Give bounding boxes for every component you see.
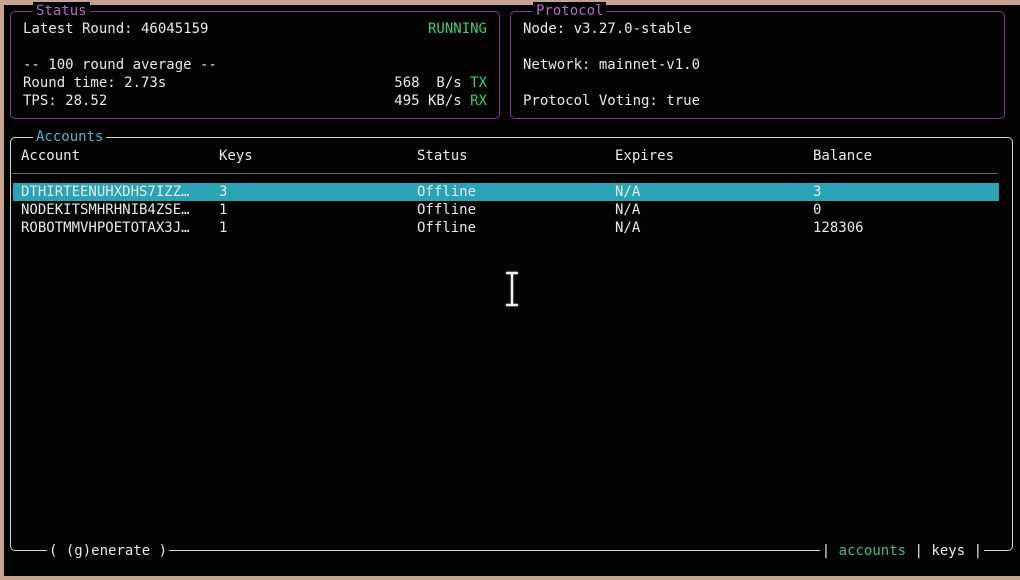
status-panel: Status Latest Round: 46045159 RUNNING --…	[10, 2, 500, 119]
table-row[interactable]: NODEKITSMHRHNIB4ZSE… 1 Offline N/A 0	[13, 201, 999, 219]
cell-account: ROBOTMMVHPOETOTAX3J…	[21, 220, 190, 236]
cell-expires: N/A	[615, 202, 641, 218]
cell-status: Offline	[417, 202, 477, 218]
round-time-value: Round time: 2.73s	[23, 75, 167, 91]
cell-balance: 0	[813, 202, 822, 218]
tab-accounts[interactable]: accounts	[838, 543, 907, 559]
view-tabs: | accounts | keys |	[819, 542, 984, 560]
column-header-balance: Balance	[813, 148, 873, 164]
tab-separator: |	[914, 543, 923, 559]
column-header-keys: Keys	[219, 148, 253, 164]
blank-line	[523, 74, 992, 92]
ibeam-cursor-icon	[504, 270, 520, 308]
round-average-header: -- 100 round average --	[23, 57, 217, 73]
running-status-badge: RUNNING	[427, 21, 487, 37]
accounts-table-header: Account Keys Status Expires Balance	[11, 147, 1012, 165]
cell-account: DTHIRTEENUHXDHS7IZZ…	[21, 184, 190, 200]
cell-status: Offline	[417, 184, 477, 200]
tps-value: TPS: 28.52	[23, 93, 108, 109]
table-row[interactable]: DTHIRTEENUHXDHS7IZZ… 3 Offline N/A 3	[13, 183, 999, 201]
tab-separator: |	[821, 543, 831, 559]
cell-status: Offline	[417, 220, 477, 236]
cell-keys: 3	[219, 184, 228, 200]
rx-rate-value: 495 KB/s	[394, 93, 471, 109]
protocol-panel: Protocol Node: v3.27.0-stable Network: m…	[510, 2, 1005, 119]
column-header-expires: Expires	[615, 148, 675, 164]
rx-rate: 495 KB/s RX	[394, 92, 487, 110]
terminal-background: Status Latest Round: 46045159 RUNNING --…	[4, 2, 1020, 576]
blank-line	[523, 38, 992, 56]
accounts-panel: Accounts Account Keys Status Expires Bal…	[10, 128, 1013, 560]
cell-account: NODEKITSMHRHNIB4ZSE…	[21, 202, 190, 218]
rx-rate-label: RX	[470, 93, 487, 109]
tx-rate-value: 568 B/s	[394, 75, 471, 91]
header-separator	[12, 173, 998, 174]
column-header-account: Account	[21, 148, 81, 164]
cell-keys: 1	[219, 202, 228, 218]
tx-rate-label: TX	[470, 75, 487, 91]
status-panel-title: Status	[33, 2, 90, 20]
tx-rate: 568 B/s TX	[394, 74, 487, 92]
latest-round-value: Latest Round: 46045159	[23, 21, 209, 37]
column-header-status: Status	[417, 148, 468, 164]
protocol-voting: Protocol Voting: true	[523, 93, 701, 109]
accounts-panel-title: Accounts	[33, 128, 107, 146]
cell-balance: 128306	[813, 220, 864, 236]
blank-line	[23, 38, 487, 56]
cell-expires: N/A	[615, 220, 641, 236]
accounts-table: DTHIRTEENUHXDHS7IZZ… 3 Offline N/A 3 NOD…	[11, 183, 1012, 237]
network-name: Network: mainnet-v1.0	[523, 57, 701, 73]
cell-expires: N/A	[615, 184, 641, 200]
tab-keys[interactable]: keys	[931, 543, 966, 559]
table-row[interactable]: ROBOTMMVHPOETOTAX3J… 1 Offline N/A 12830…	[13, 219, 999, 237]
node-version: Node: v3.27.0-stable	[523, 21, 692, 37]
protocol-panel-title: Protocol	[533, 2, 607, 20]
generate-button[interactable]: ( (g)enerate )	[47, 542, 170, 560]
cell-keys: 1	[219, 220, 228, 236]
cell-balance: 3	[813, 184, 822, 200]
tab-separator: |	[973, 543, 982, 559]
